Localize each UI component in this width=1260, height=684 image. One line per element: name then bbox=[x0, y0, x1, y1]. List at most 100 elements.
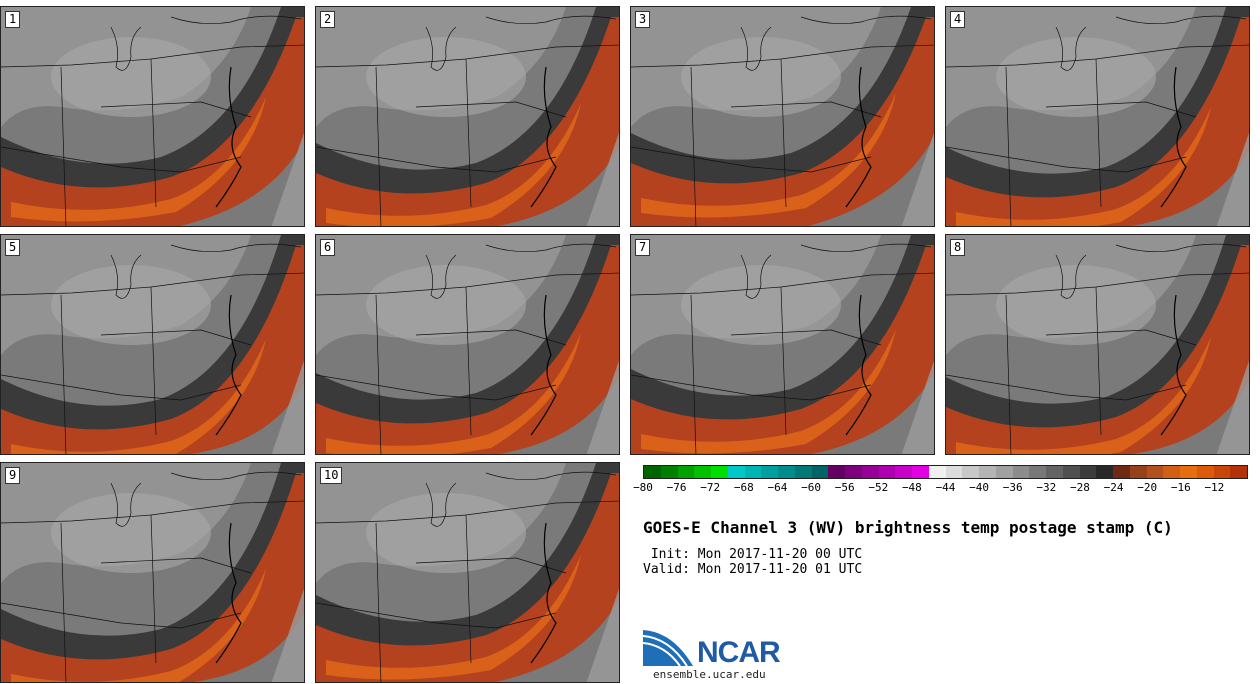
warm-band bbox=[316, 473, 619, 682]
geographic-boundaries bbox=[946, 243, 1249, 454]
lake-outline bbox=[1055, 254, 1087, 299]
brightness-temp-map bbox=[631, 235, 934, 454]
ensemble-member-panel-7[interactable]: 7 bbox=[630, 234, 935, 455]
color-swatch-34 bbox=[1213, 466, 1231, 478]
edge-streak bbox=[271, 360, 304, 454]
color-swatch-1 bbox=[660, 466, 678, 478]
tick-label: −28 bbox=[1070, 481, 1090, 494]
ncar-logo-text: NCAR bbox=[697, 636, 781, 669]
edge-streak bbox=[271, 588, 304, 682]
lake-outline bbox=[425, 254, 457, 299]
warm-core bbox=[956, 107, 1211, 226]
color-swatch-13 bbox=[861, 466, 879, 478]
color-swatch-3 bbox=[694, 466, 711, 478]
warm-core bbox=[956, 337, 1211, 454]
brightness-temp-map bbox=[946, 7, 1249, 226]
brightness-temp-map bbox=[1, 235, 304, 454]
color-swatch-19 bbox=[962, 466, 979, 478]
state-line bbox=[1005, 66, 1012, 226]
color-swatch-33 bbox=[1196, 466, 1214, 478]
ensemble-member-panel-4[interactable]: 4 bbox=[945, 6, 1250, 227]
color-swatch-17 bbox=[928, 466, 946, 478]
member-number-label: 9 bbox=[5, 467, 21, 484]
lake-outline bbox=[110, 254, 142, 299]
state-line bbox=[60, 294, 67, 454]
color-swatch-0 bbox=[644, 466, 661, 478]
lake-outline bbox=[740, 26, 772, 71]
color-swatch-2 bbox=[677, 466, 695, 478]
tick-label: −72 bbox=[700, 481, 721, 494]
coastline bbox=[215, 294, 242, 436]
tick-label: −60 bbox=[801, 481, 821, 494]
geographic-boundaries bbox=[316, 243, 619, 454]
state-line bbox=[631, 374, 872, 401]
state-line bbox=[465, 58, 472, 208]
light-patch bbox=[51, 37, 211, 117]
ensemble-member-panel-9[interactable]: 9 bbox=[0, 462, 305, 683]
color-swatch-7 bbox=[761, 466, 778, 478]
state-line bbox=[1095, 58, 1102, 208]
state-line bbox=[1, 146, 242, 173]
state-line bbox=[150, 58, 157, 208]
color-swatch-16 bbox=[912, 466, 929, 478]
warm-core bbox=[11, 97, 266, 222]
state-line bbox=[631, 146, 872, 173]
lake-outline bbox=[170, 243, 302, 252]
tick-label: −16 bbox=[1170, 481, 1191, 494]
brightness-temp-map bbox=[631, 7, 934, 226]
coastline bbox=[215, 66, 242, 208]
tick-label: −48 bbox=[901, 481, 922, 494]
ensemble-member-panel-3[interactable]: 3 bbox=[630, 6, 935, 227]
edge-streak bbox=[271, 132, 304, 226]
site-url: ensemble.ucar.edu bbox=[653, 668, 766, 681]
member-number-label: 3 bbox=[635, 11, 651, 28]
state-line bbox=[316, 602, 557, 629]
geographic-boundaries bbox=[1, 471, 304, 682]
ensemble-member-panel-1[interactable]: 1 bbox=[0, 6, 305, 227]
lake-outline bbox=[485, 243, 617, 252]
coastline bbox=[845, 294, 872, 436]
ensemble-member-panel-10[interactable]: 10 bbox=[315, 462, 620, 683]
ensemble-member-panel-5[interactable]: 5 bbox=[0, 234, 305, 455]
brightness-temp-map bbox=[946, 235, 1249, 454]
light-patch bbox=[681, 265, 841, 345]
lake-outline bbox=[425, 482, 457, 527]
color-swatch-30 bbox=[1146, 466, 1164, 478]
state-line bbox=[375, 66, 382, 226]
state-line bbox=[150, 514, 157, 664]
ensemble-member-panel-2[interactable]: 2 bbox=[315, 6, 620, 227]
tick-label: −24 bbox=[1103, 481, 1124, 494]
color-swatch-25 bbox=[1062, 466, 1080, 478]
color-swatch-35 bbox=[1230, 466, 1247, 478]
state-line bbox=[375, 294, 382, 454]
color-swatch-27 bbox=[1096, 466, 1113, 478]
lake-outline bbox=[800, 243, 932, 252]
warm-core bbox=[641, 329, 896, 454]
member-number-label: 1 bbox=[5, 11, 21, 28]
state-line bbox=[1045, 329, 1197, 346]
color-swatch-10 bbox=[811, 466, 829, 478]
lake-outline bbox=[110, 26, 142, 71]
warm-core bbox=[326, 103, 581, 226]
warm-core bbox=[326, 333, 581, 454]
tick-label: −52 bbox=[868, 481, 889, 494]
color-swatch-14 bbox=[878, 466, 896, 478]
geographic-boundaries bbox=[316, 471, 619, 682]
light-patch bbox=[996, 37, 1156, 117]
state-line bbox=[1, 602, 242, 629]
ensemble-member-panel-8[interactable]: 8 bbox=[945, 234, 1250, 455]
lake-outline bbox=[1115, 15, 1247, 24]
coastline bbox=[1160, 66, 1187, 208]
tick-label: −32 bbox=[1036, 481, 1057, 494]
brightness-temp-map bbox=[316, 7, 619, 226]
ncar-logo-icon bbox=[643, 626, 695, 668]
lake-outline bbox=[800, 15, 932, 24]
state-line bbox=[465, 514, 472, 664]
warm-band bbox=[1, 17, 304, 226]
light-patch bbox=[681, 37, 841, 117]
ensemble-member-panel-6[interactable]: 6 bbox=[315, 234, 620, 455]
member-number-label: 8 bbox=[950, 239, 966, 256]
state-line bbox=[730, 101, 882, 118]
color-swatch-24 bbox=[1046, 466, 1063, 478]
state-line bbox=[1, 374, 242, 401]
